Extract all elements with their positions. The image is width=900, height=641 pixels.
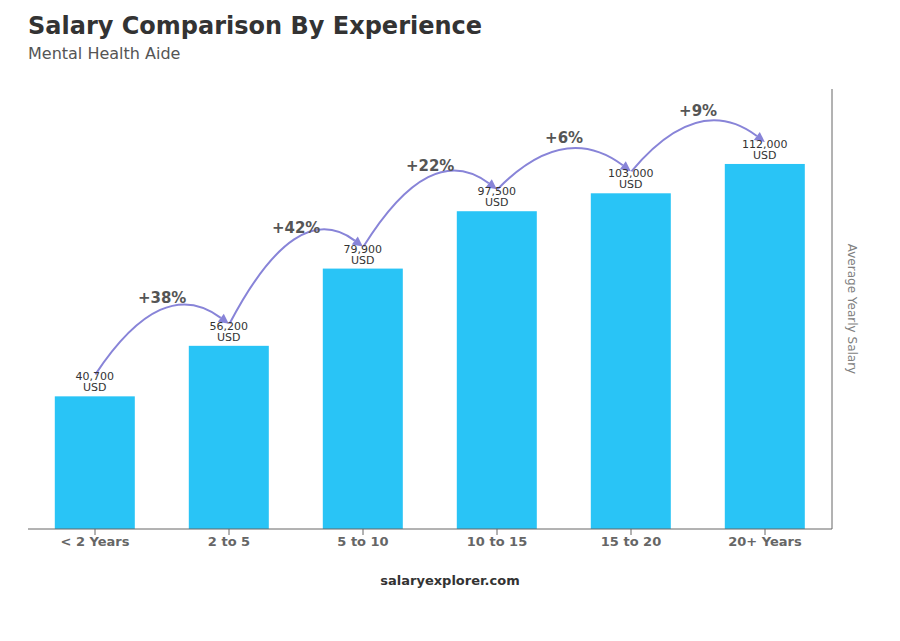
svg-text:+42%: +42%: [272, 219, 320, 237]
html-text:Mental Health Aide: Mental Health Aide: [28, 44, 181, 63]
svg-text:Average Yearly Salary: Average Yearly Salary: [845, 244, 859, 374]
svg-text:10 to 15: 10 to 15: [467, 534, 527, 549]
svg-text:112,000USD: 112,000USD: [742, 138, 788, 162]
svg-text:2 to 5: 2 to 5: [208, 534, 250, 549]
svg-text:+6%: +6%: [545, 129, 583, 147]
svg-text:< 2 Years: < 2 Years: [61, 534, 130, 549]
svg-text:97,500USD: 97,500USD: [478, 185, 517, 209]
svg-text:15 to 20: 15 to 20: [601, 534, 661, 549]
svg-text:79,900USD: 79,900USD: [344, 243, 383, 267]
html-text:Salary Comparison By Experienc: Salary Comparison By Experience: [28, 12, 483, 40]
svg-text:20+ Years: 20+ Years: [728, 534, 802, 549]
svg-text:+38%: +38%: [138, 289, 186, 307]
svg-text:40,700USD: 40,700USD: [76, 370, 115, 394]
svg-text:+9%: +9%: [679, 102, 717, 120]
svg-text:5 to 10: 5 to 10: [337, 534, 388, 549]
svg-text:+22%: +22%: [406, 157, 454, 175]
svg-text:56,200USD: 56,200USD: [210, 320, 249, 344]
html-text:salaryexplorer.com: salaryexplorer.com: [380, 573, 520, 588]
svg-text:103,000USD: 103,000USD: [608, 167, 654, 191]
